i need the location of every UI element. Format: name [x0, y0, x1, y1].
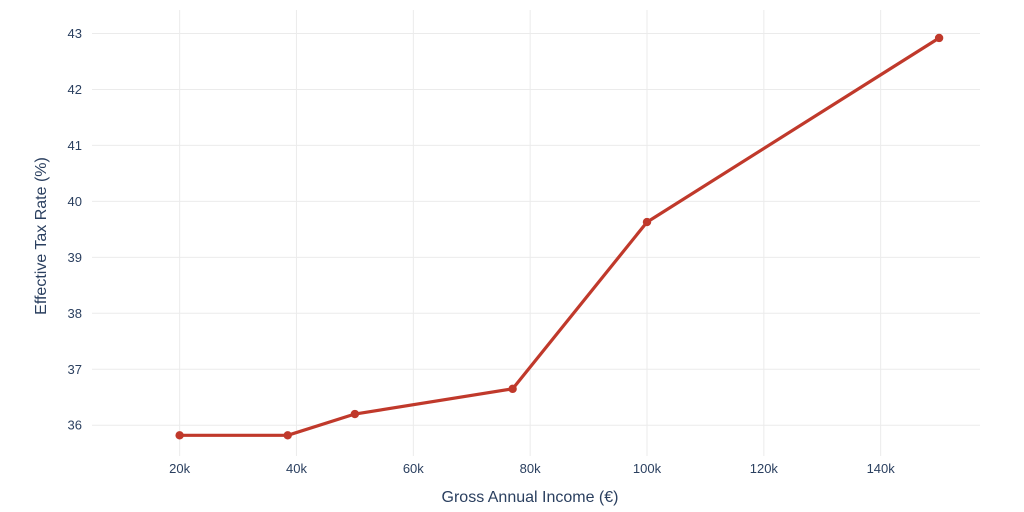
x-tick-label: 40k — [286, 461, 307, 476]
y-tick-label: 42 — [68, 82, 82, 97]
y-gridlines — [92, 33, 980, 426]
series-layer — [175, 33, 944, 440]
x-axis-title: Gross Annual Income (€) — [442, 489, 619, 506]
y-tick-label: 36 — [68, 418, 82, 433]
x-tick-label: 120k — [750, 461, 779, 476]
y-tick-label: 41 — [68, 138, 82, 153]
x-tick-label: 140k — [867, 461, 896, 476]
data-point — [642, 217, 652, 227]
y-axis-tick-labels: 36 37 38 39 40 41 42 43 — [68, 26, 82, 433]
x-axis-tick-labels: 20k 40k 60k 80k 100k 120k 140k — [169, 461, 895, 476]
y-tick-label: 39 — [68, 250, 82, 265]
data-point — [508, 384, 517, 394]
data-point — [350, 409, 360, 419]
x-tick-label: 100k — [633, 461, 662, 476]
y-axis-title: Effective Tax Rate (%) — [33, 157, 50, 315]
x-tick-label: 60k — [403, 461, 424, 476]
x-tick-label: 80k — [520, 461, 541, 476]
y-tick-label: 43 — [68, 26, 82, 41]
y-tick-label: 37 — [68, 362, 82, 377]
y-tick-label: 38 — [68, 306, 82, 321]
data-point — [934, 33, 944, 43]
x-tick-label: 20k — [169, 461, 190, 476]
x-gridlines — [179, 10, 882, 456]
series-line — [178, 36, 941, 437]
data-point — [283, 431, 292, 440]
y-tick-label: 40 — [68, 194, 82, 209]
data-point — [175, 431, 184, 440]
